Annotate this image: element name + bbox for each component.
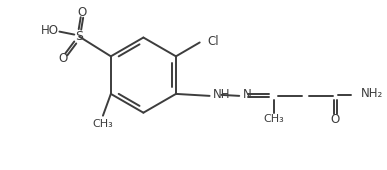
Text: S: S [75,30,83,43]
Text: NH: NH [212,88,230,101]
Text: HO: HO [41,24,58,37]
Text: N: N [243,88,252,101]
Text: NH₂: NH₂ [361,87,383,100]
Text: Cl: Cl [207,35,219,48]
Text: CH₃: CH₃ [92,118,113,129]
Text: O: O [330,113,340,126]
Text: O: O [59,52,68,65]
Text: CH₃: CH₃ [264,114,284,124]
Text: O: O [77,6,87,19]
